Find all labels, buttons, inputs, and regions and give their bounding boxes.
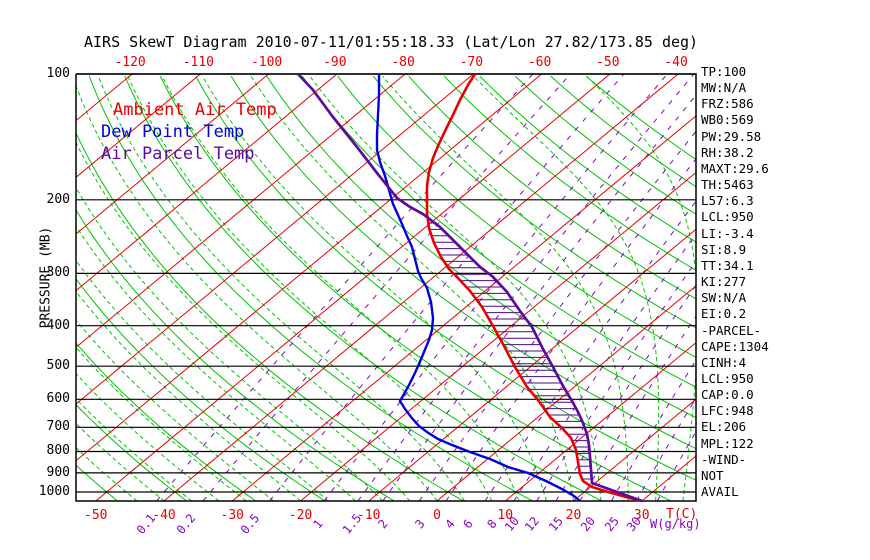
pressure-tick-700: 700 bbox=[46, 419, 70, 435]
sounding-indices-panel: TP:100 MW:N/A FRZ:586 WB0:569 PW:29.58 RH:38.… bbox=[701, 64, 769, 500]
legend-dew-point: Dew Point Temp bbox=[101, 122, 245, 142]
pressure-tick-800: 800 bbox=[46, 443, 70, 459]
panel-line-19: LCL:950 bbox=[701, 370, 754, 386]
temperature-curve bbox=[425, 74, 646, 502]
panel-line-14: SW:N/A bbox=[701, 290, 747, 306]
bottom-tick--20: -20 bbox=[288, 508, 313, 523]
panel-line-16: -PARCEL- bbox=[701, 322, 762, 338]
pressure-tick-900: 900 bbox=[46, 464, 70, 480]
plot-frame bbox=[75, 73, 697, 502]
pressure-tick-400: 400 bbox=[46, 317, 70, 333]
panel-line-4: PW:29.58 bbox=[701, 128, 762, 144]
panel-line-9: LCL:950 bbox=[701, 209, 754, 225]
temp-axis-unit: T(C) bbox=[666, 507, 698, 522]
bottom-tick--40: -40 bbox=[152, 508, 176, 523]
isotherms bbox=[76, 74, 696, 502]
bottom-tick-10: 10 bbox=[497, 508, 514, 523]
panel-line-6: MAXT:29.6 bbox=[701, 160, 769, 176]
panel-line-0: TP:100 bbox=[701, 64, 747, 79]
panel-line-8: L57:6.3 bbox=[701, 193, 754, 209]
pressure-tick-600: 600 bbox=[46, 391, 70, 407]
panel-line-7: TH:5463 bbox=[701, 177, 754, 193]
dry-adiabats bbox=[76, 75, 696, 502]
top-tick--60: -60 bbox=[527, 55, 552, 70]
cape-hatching bbox=[428, 222, 592, 480]
bottom-tick-30: 30 bbox=[633, 508, 650, 523]
panel-line-22: EL:206 bbox=[701, 419, 747, 435]
chart-title: AIRS SkewT Diagram 2010-07-11/01:55:18.3… bbox=[84, 33, 699, 51]
panel-line-2: FRZ:586 bbox=[701, 96, 754, 112]
panel-line-24: -WIND- bbox=[701, 451, 747, 467]
bottom-tick--10: -10 bbox=[357, 508, 381, 523]
mixing-ratio-unit: W(g/kg) bbox=[650, 517, 701, 531]
panel-line-25: NOT bbox=[701, 467, 724, 483]
panel-line-13: KI:277 bbox=[701, 274, 747, 290]
panel-line-21: LFC:948 bbox=[701, 403, 754, 419]
panel-line-5: RH:38.2 bbox=[701, 144, 754, 160]
panel-line-3: WB0:569 bbox=[701, 112, 754, 128]
pressure-tick-200: 200 bbox=[46, 191, 70, 207]
pressure-tick-300: 300 bbox=[46, 265, 70, 281]
legend-ambient-temp: Ambient Air Temp bbox=[113, 100, 277, 120]
panel-line-15: EI:0.2 bbox=[701, 306, 747, 322]
pressure-tick-100: 100 bbox=[46, 66, 70, 81]
panel-line-17: CAPE:1304 bbox=[701, 338, 769, 354]
dewpoint-curve bbox=[375, 74, 581, 502]
bottom-tick-0: 0 bbox=[433, 508, 441, 523]
top-tick--50: -50 bbox=[596, 55, 620, 70]
top-tick--100: -100 bbox=[250, 55, 283, 70]
top-tick--70: -70 bbox=[459, 55, 484, 70]
top-tick--120: -120 bbox=[114, 55, 146, 70]
pressure-tick-1000: 1000 bbox=[38, 484, 70, 499]
bottom-tick-20: 20 bbox=[565, 508, 582, 523]
panel-line-11: SI:8.9 bbox=[701, 241, 747, 257]
panel-line-23: MPL:122 bbox=[701, 435, 754, 451]
top-tick--90: -90 bbox=[323, 55, 347, 70]
legend-air-parcel: Air Parcel Temp bbox=[101, 144, 255, 164]
panel-line-10: LI:-3.4 bbox=[701, 225, 754, 241]
bottom-tick--30: -30 bbox=[220, 508, 244, 523]
panel-line-26: AVAIL bbox=[701, 484, 739, 500]
top-tick--80: -80 bbox=[391, 55, 415, 70]
panel-line-1: MW:N/A bbox=[701, 80, 747, 96]
panel-line-12: TT:34.1 bbox=[701, 257, 754, 273]
panel-line-18: CINH:4 bbox=[701, 354, 747, 370]
top-tick--40: -40 bbox=[664, 55, 688, 70]
panel-line-20: CAP:0.0 bbox=[701, 387, 754, 403]
top-tick--110: -110 bbox=[182, 55, 214, 70]
parcel-curve bbox=[297, 74, 646, 502]
bottom-tick--50: -50 bbox=[84, 508, 108, 523]
pressure-tick-500: 500 bbox=[46, 358, 70, 374]
